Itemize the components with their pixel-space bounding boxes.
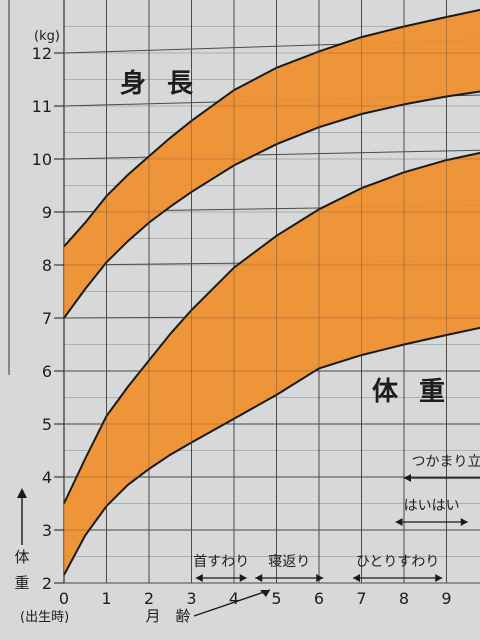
y-tick-label: 3 (42, 521, 52, 540)
band-upper-curve (63, 151, 480, 504)
milestone-label: はいはい (404, 498, 460, 514)
grid-line-horizontal (63, 149, 480, 160)
milestone-arrow-right (239, 574, 247, 582)
y-tick-label: 10 (32, 150, 52, 169)
milestone-label: 寝返り (268, 553, 310, 570)
x-tick-label: 4 (229, 589, 239, 608)
y-tick-label: 11 (32, 97, 52, 116)
milestone-label: ひとりすわり (356, 554, 440, 570)
x-tick-label: 7 (356, 589, 366, 608)
y-tick-label: 6 (42, 362, 52, 381)
milestone-arrow-left (195, 574, 203, 582)
x-tick-label: 3 (186, 589, 196, 608)
milestone-arrow-right (460, 518, 468, 526)
y-tick-label: 9 (42, 203, 52, 222)
y-tick-label: 8 (42, 256, 52, 275)
x-axis-arrow-line (193, 589, 271, 617)
y-tick-label: 5 (42, 415, 52, 434)
band-upper-curve (63, 8, 480, 248)
x-tick-label: 5 (271, 589, 281, 608)
x-tick-label: 1 (101, 589, 111, 608)
milestone-arrow-left (353, 574, 360, 582)
x-tick-label: 2 (144, 589, 154, 608)
milestone-arrow-right (316, 574, 324, 582)
x-tick-label: 0 (59, 589, 69, 608)
milestone-arrow-right (435, 574, 443, 582)
milestone-label: 首すわり (193, 554, 249, 570)
band-lower-curve (63, 326, 480, 576)
band-area-height (64, 9, 480, 318)
y-axis-label-char: 重 (14, 574, 29, 592)
x-axis-label: 月 齢 (145, 607, 190, 625)
y-tick-label: 2 (42, 574, 52, 593)
x-birth-label: (出生時) (20, 610, 69, 625)
band-area-weight (64, 152, 480, 575)
y-axis-arrow-head (17, 488, 27, 498)
x-tick-label: 9 (441, 589, 451, 608)
band-label-weight: 体 重 (372, 377, 451, 407)
y-tick-label: 7 (42, 309, 52, 328)
x-axis-arrow-head (260, 590, 270, 597)
milestone-arrow-left (395, 518, 403, 526)
milestone-arrow-left (255, 574, 263, 582)
band-label-height: 身 長 (120, 68, 199, 99)
x-tick-label: 6 (314, 589, 324, 608)
milestone-label: つかまり立 (412, 454, 480, 470)
milestone-arrow-left (404, 474, 411, 482)
y-unit-label: (kg) (34, 29, 60, 44)
y-tick-label: 4 (42, 468, 52, 487)
y-axis-label-char: 体 (14, 548, 29, 566)
y-tick-label: 12 (32, 44, 52, 63)
x-tick-label: 8 (399, 589, 409, 608)
